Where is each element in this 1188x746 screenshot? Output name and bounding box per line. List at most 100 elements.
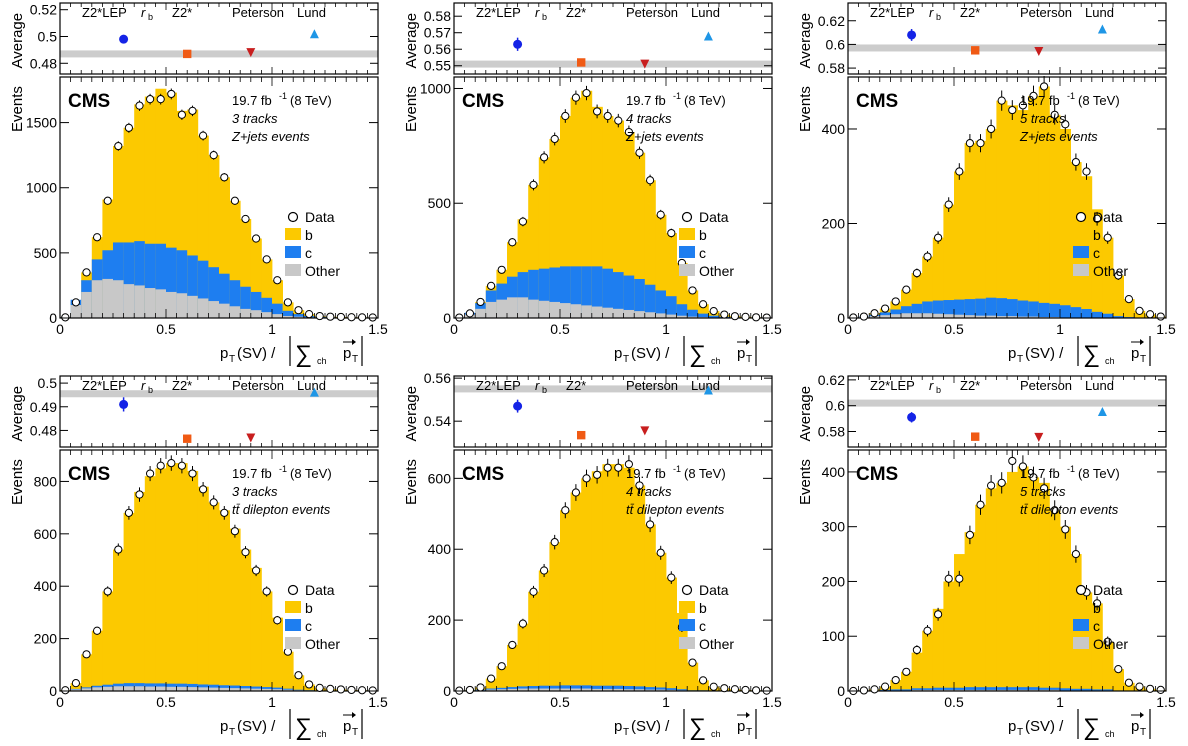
top-ylabel: Average (403, 386, 420, 442)
bar-b (102, 591, 114, 691)
data-point (1093, 214, 1102, 223)
data-point (1114, 271, 1123, 280)
z2-marker (183, 434, 192, 443)
bar-c (166, 247, 177, 318)
bar-c (602, 685, 614, 691)
average-band (454, 385, 772, 393)
data-point (93, 233, 102, 242)
main-ytick-label: 500 (34, 245, 58, 261)
data-point (656, 210, 665, 219)
bar-other (113, 686, 124, 691)
data-point (315, 683, 324, 692)
bar-other (1017, 316, 1029, 318)
xlabel-vec: p (343, 718, 351, 735)
model-label-lund: Lund (1085, 378, 1114, 393)
bar-b (272, 617, 283, 691)
model-label-r: r (929, 378, 934, 393)
bar-b (655, 552, 667, 691)
data-point (730, 685, 739, 694)
legend-data-marker (681, 584, 693, 596)
bar-b (176, 463, 188, 691)
bar-other (507, 297, 518, 318)
legend-other-swatch (679, 637, 695, 649)
bar-other (581, 305, 593, 318)
bar-other (655, 313, 667, 318)
bar-other (176, 293, 188, 318)
bar-b (911, 652, 923, 691)
xlabel-ch: ch (317, 729, 327, 739)
cms-label: CMS (856, 91, 898, 112)
data-point (61, 313, 70, 322)
bar-c (1070, 688, 1082, 691)
model-label-lep: Z2*LEP (870, 5, 915, 20)
panel-2: 0.550.560.570.58 Z2*LEP r b Z2* Peterson LundA… (403, 2, 782, 368)
bar-c (538, 685, 550, 691)
bar-other (485, 689, 497, 691)
bar-other (890, 314, 902, 318)
x-axis-label: p T (SV) / ∑ ch p T (220, 336, 363, 368)
lumi-exp: -1 (673, 91, 681, 101)
bar-c (985, 687, 997, 691)
xlabel-p: p (614, 345, 622, 362)
xlabel-vec: p (737, 718, 745, 735)
bar-other (1007, 316, 1018, 318)
main-xtick-label: 0.5 (944, 694, 964, 710)
bar-other (634, 311, 646, 318)
bar-b (123, 512, 135, 691)
data-point (103, 587, 112, 596)
legend-data-marker (681, 211, 693, 223)
legend-data-label: Data (1093, 582, 1123, 598)
bar-b (549, 542, 561, 691)
data-point (305, 309, 314, 319)
data-point (146, 469, 155, 478)
legend-c-label: c (699, 618, 706, 634)
bar-b (1038, 482, 1050, 691)
model-label-lep: Z2*LEP (870, 378, 915, 393)
main-ytick-label: 500 (428, 195, 452, 211)
data-point (283, 298, 292, 307)
bar-other (644, 689, 656, 691)
legend-b-swatch (679, 601, 695, 613)
data-point (199, 131, 208, 140)
bar-other (676, 315, 688, 318)
data-point (955, 167, 964, 176)
data-point (368, 313, 377, 322)
bar-c (613, 685, 624, 691)
bar-other (634, 689, 646, 691)
xlabel-vec: p (1131, 345, 1139, 362)
bar-other (517, 688, 529, 691)
data-point (326, 312, 335, 321)
bar-b (623, 132, 635, 318)
main-ytick-label: 400 (822, 121, 846, 137)
bar-other (102, 686, 114, 691)
data-point (540, 153, 549, 162)
bar-other (538, 300, 550, 318)
data-point (603, 463, 612, 472)
data-point (624, 460, 633, 469)
model-label-lund: Lund (691, 5, 720, 20)
legend-data-label: Data (699, 582, 729, 598)
data-point (688, 286, 697, 295)
xlabel-vec-sub: T (1140, 727, 1146, 738)
bar-c (229, 280, 241, 318)
bar-other (240, 308, 252, 318)
bar-other (144, 686, 156, 691)
bar-c (676, 689, 688, 691)
bar-other (538, 688, 550, 691)
top-ytick-label: 0.54 (424, 413, 451, 429)
bar-c (219, 273, 230, 318)
bar-other (70, 304, 82, 318)
model-label-peterson: Peterson (232, 378, 284, 393)
model-label-z2: Z2* (566, 5, 586, 20)
legend-other-label: Other (1093, 636, 1128, 652)
bar-c (932, 687, 944, 691)
bar-other (208, 687, 220, 691)
main-xtick-label: 0 (56, 694, 64, 710)
bar-b (591, 106, 603, 318)
data-point (518, 217, 527, 226)
bar-b (922, 630, 934, 691)
bar-b (1017, 466, 1029, 691)
top-ytick-label: 0.58 (818, 424, 845, 440)
legend-data-label: Data (305, 209, 335, 225)
panel-6: 0.580.60.62 Z2*LEP r b Z2* Peterson LundAverag… (797, 372, 1176, 741)
